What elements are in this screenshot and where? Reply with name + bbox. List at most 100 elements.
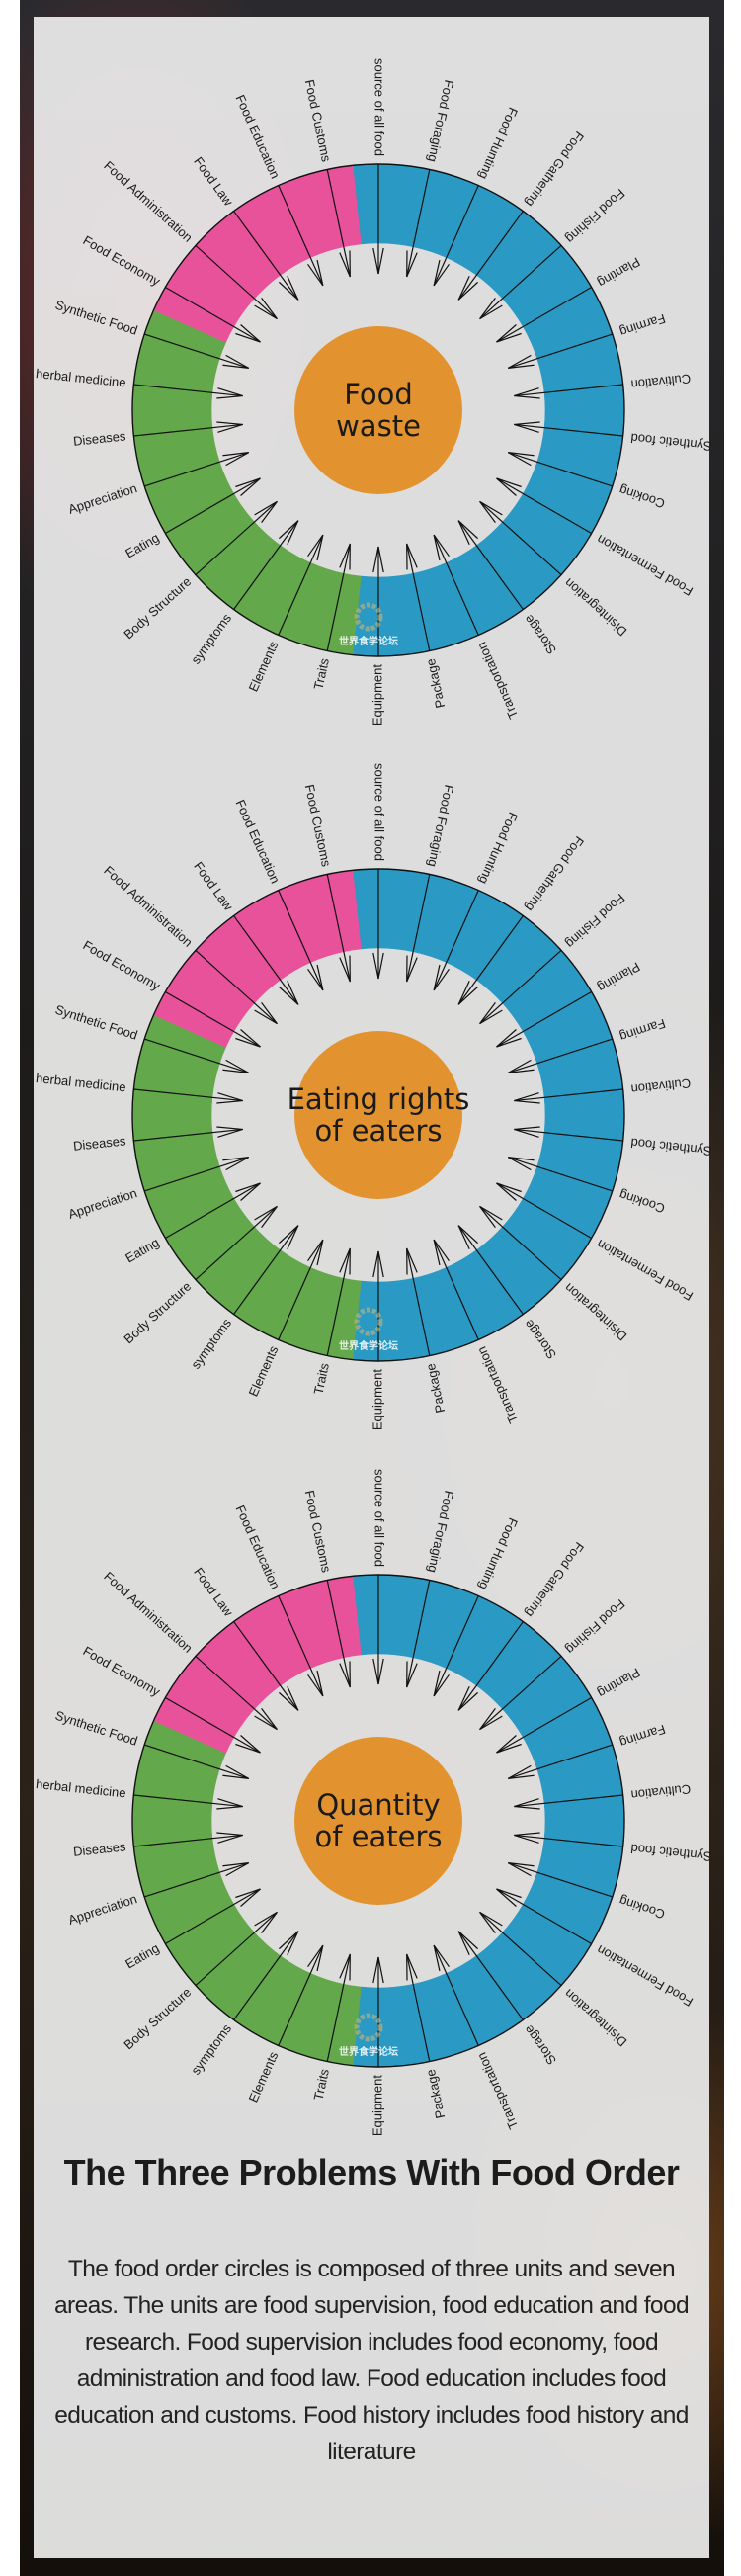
spoke-line [433, 1595, 479, 1697]
spoke-line [433, 1944, 479, 2046]
arrowhead-icon [235, 1029, 261, 1048]
label-diseases: Diseases [72, 428, 126, 449]
spoke-line [514, 1128, 623, 1142]
arrowhead-icon [433, 259, 450, 287]
label-body-structure: Body Structure [121, 1279, 194, 1347]
spoke-line [233, 520, 299, 610]
spoke-line [326, 1580, 351, 1688]
center-title: waste [336, 409, 421, 443]
food-order-circle-quantity: The source of all food Food Foraging Food … [35, 1468, 712, 2136]
arrowhead-icon [514, 1798, 540, 1810]
label-food-gathering: Food Gathering [523, 129, 587, 210]
label-food-foraging: Food Foraging [425, 1490, 456, 1575]
label-appreciation: Appreciation [66, 480, 138, 517]
spoke-line [278, 185, 324, 287]
label-food-administration: Food Administration [101, 158, 195, 245]
label-traits: Traits [311, 2067, 332, 2102]
spoke-line [514, 1794, 623, 1808]
spoke-line [406, 543, 431, 651]
label-food-fermentation: Food Fermentation [594, 1237, 696, 1304]
label-eating: Eating [123, 1235, 161, 1265]
spoke-line [406, 874, 431, 983]
label-storage: Storage [521, 1317, 559, 1362]
label-synthetic-food: Synthetic Food [53, 1708, 139, 1749]
spoke-line [406, 169, 431, 278]
spoke-line [195, 949, 278, 1025]
spoke-line [326, 543, 351, 651]
label-food-customs: Food Customs [302, 783, 334, 868]
arrowhead-icon [507, 1157, 535, 1171]
label-food-gathering: Food Gathering [523, 1539, 587, 1620]
spoke-line [278, 1595, 324, 1697]
section-title: The Three Problems With Food Order [63, 2152, 680, 2192]
spoke-line [433, 890, 479, 991]
arrowhead-icon [339, 1247, 351, 1275]
spoke-line [496, 1182, 592, 1240]
spoke-line [496, 990, 592, 1048]
arrowhead-icon [479, 1002, 503, 1025]
label-food-hunting: Food Hunting [476, 105, 521, 181]
spoke-line [433, 185, 479, 287]
spoke-line [508, 1862, 613, 1898]
spoke-line [233, 1621, 299, 1711]
arrowhead-icon [457, 1931, 479, 1955]
arrowhead-icon [339, 955, 351, 983]
label-food-economy: Food Economy [80, 1643, 163, 1699]
arrowhead-icon [307, 1670, 324, 1697]
arrowhead-icon [235, 477, 261, 496]
label-farming: Farming [618, 311, 667, 340]
watermark-logo-icon [354, 602, 383, 632]
label-storage: Storage [521, 612, 559, 657]
arrowhead-icon [278, 1931, 299, 1955]
label-elements: Elements [246, 639, 282, 694]
arrowhead-icon [278, 520, 299, 545]
label-diseases: Diseases [72, 1133, 126, 1154]
arrowhead-icon [222, 354, 250, 369]
spoke-line [326, 169, 351, 278]
label-symptoms: symptoms [188, 1315, 234, 1371]
arrowhead-icon [254, 298, 278, 320]
spoke-line [496, 286, 592, 343]
spoke-line [144, 1038, 249, 1073]
arrowhead-icon [307, 964, 324, 991]
arrowhead-icon [278, 981, 299, 1005]
spoke-line [496, 1888, 592, 1945]
arrowhead-icon [372, 1956, 384, 1984]
spoke-line [508, 452, 613, 487]
label-the-source-of-all-food: The source of all food [372, 57, 387, 156]
arrowhead-icon [222, 1862, 250, 1877]
spoke-line [165, 1182, 261, 1240]
center-circle [294, 1031, 462, 1199]
label-food-law: Food Law [191, 154, 236, 209]
label-the-source-of-all-food: The source of all food [372, 1468, 387, 1567]
arrowhead-icon [514, 421, 540, 433]
label-package: Package [423, 1362, 448, 1415]
spoke-line [479, 500, 562, 576]
spoke-line [406, 1953, 431, 2062]
label-planting: Planting [595, 959, 642, 994]
label-traits: Traits [311, 656, 332, 691]
spoke-line [144, 333, 249, 369]
center-title: of eaters [314, 1820, 442, 1853]
label-the-source-of-all-food: The source of all food [372, 762, 387, 861]
arrowhead-icon [496, 1735, 522, 1754]
arrowhead-icon [433, 534, 450, 561]
label-eating: Eating [123, 530, 161, 560]
arrowhead-icon [216, 1832, 243, 1844]
spoke-line [514, 423, 623, 437]
label-food-law: Food Law [191, 859, 236, 913]
spoke-line [144, 1744, 249, 1779]
label-disintegration: Disintegration [561, 1986, 629, 2049]
label-symptoms: symptoms [188, 610, 234, 666]
arrowhead-icon [339, 250, 351, 278]
spoke-line [326, 1953, 351, 2062]
arrowhead-icon [235, 1735, 261, 1754]
spoke-line [133, 1128, 243, 1142]
arrowhead-icon [514, 1126, 540, 1138]
label-synthetic-food: Synthetic Food [53, 298, 139, 338]
arrowhead-icon [372, 1250, 384, 1278]
food-order-circle-eating-rights: The source of all food Food Foraging Food … [35, 762, 712, 1430]
arrowhead-icon [339, 543, 351, 570]
arrowhead-icon [254, 1002, 278, 1025]
label-food-education: Food Education [233, 93, 284, 181]
